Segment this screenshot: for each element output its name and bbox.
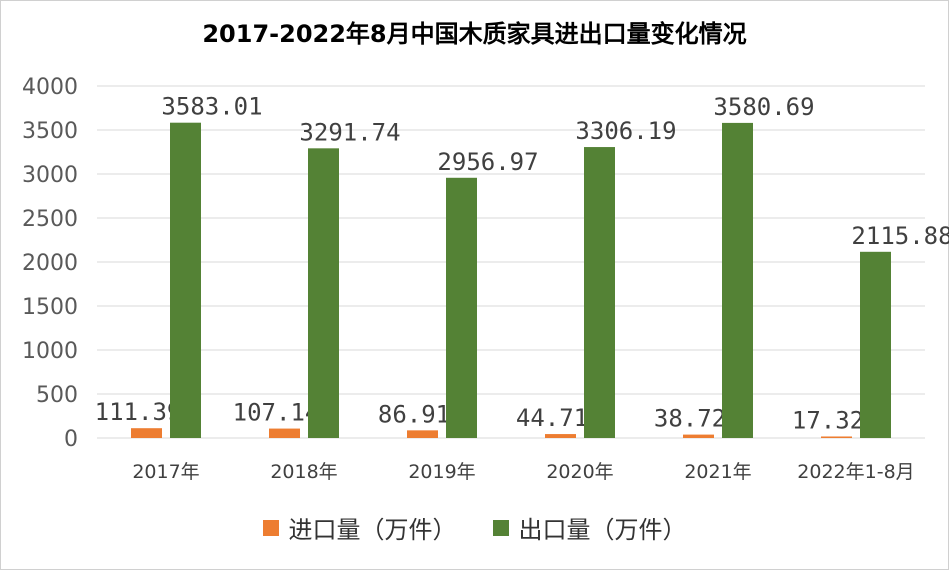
y-tick-label: 500 <box>36 383 78 408</box>
data-label-import: 107.14 <box>233 399 320 427</box>
bar-import <box>269 428 300 438</box>
bar-import <box>821 436 852 438</box>
y-tick-label: 2500 <box>22 207 78 232</box>
legend-swatch-import <box>262 519 279 536</box>
data-label-export: 2115.88 <box>851 222 949 250</box>
x-tick-label: 2017年 <box>132 461 199 483</box>
legend-swatch-export <box>492 519 509 536</box>
bar-export <box>584 147 615 438</box>
bar-export <box>170 122 201 438</box>
x-tick-label: 2018年 <box>270 461 337 483</box>
bar-export <box>308 148 339 438</box>
y-tick-label: 1500 <box>22 295 78 320</box>
bar-export <box>722 122 753 438</box>
y-tick-label: 3500 <box>22 119 78 144</box>
y-tick-label: 1000 <box>22 339 78 364</box>
legend-label-import: 进口量（万件） <box>288 516 457 544</box>
y-tick-label: 3000 <box>22 163 78 188</box>
y-tick-label: 0 <box>64 427 78 452</box>
data-label-import: 38.72 <box>654 405 726 433</box>
data-label-export: 3580.69 <box>713 93 814 121</box>
data-label-import: 44.71 <box>516 404 588 432</box>
y-tick-label: 2000 <box>22 251 78 276</box>
legend-item-export: 出口量（万件） <box>492 510 687 545</box>
legend-item-import: 进口量（万件） <box>262 510 457 545</box>
bar-export <box>860 251 891 438</box>
data-label-export: 3291.74 <box>299 118 400 146</box>
legend-label-export: 出口量（万件） <box>518 516 687 544</box>
bar-export <box>446 177 477 439</box>
bar-import <box>545 434 576 438</box>
x-tick-label: 2021年 <box>684 461 751 483</box>
data-label-import: 111.39 <box>95 398 182 426</box>
bar-import <box>683 434 714 438</box>
data-label-export: 2956.97 <box>437 148 538 176</box>
data-label-import: 17.32 <box>792 406 864 434</box>
x-tick-label: 2020年 <box>546 461 613 483</box>
data-label-import: 86.91 <box>378 400 450 428</box>
x-tick-label: 2019年 <box>408 461 475 483</box>
legend: 进口量（万件） 出口量（万件） <box>0 510 949 545</box>
x-tick-label: 2022年1-8月 <box>797 461 914 483</box>
chart-title: 2017-2022年8月中国木质家具进出口量变化情况 <box>202 20 747 48</box>
y-tick-label: 4000 <box>22 75 78 100</box>
data-label-export: 3306.19 <box>575 117 676 145</box>
data-label-export: 3583.01 <box>161 93 262 121</box>
bar-import <box>131 428 162 438</box>
bar-import <box>407 430 438 438</box>
